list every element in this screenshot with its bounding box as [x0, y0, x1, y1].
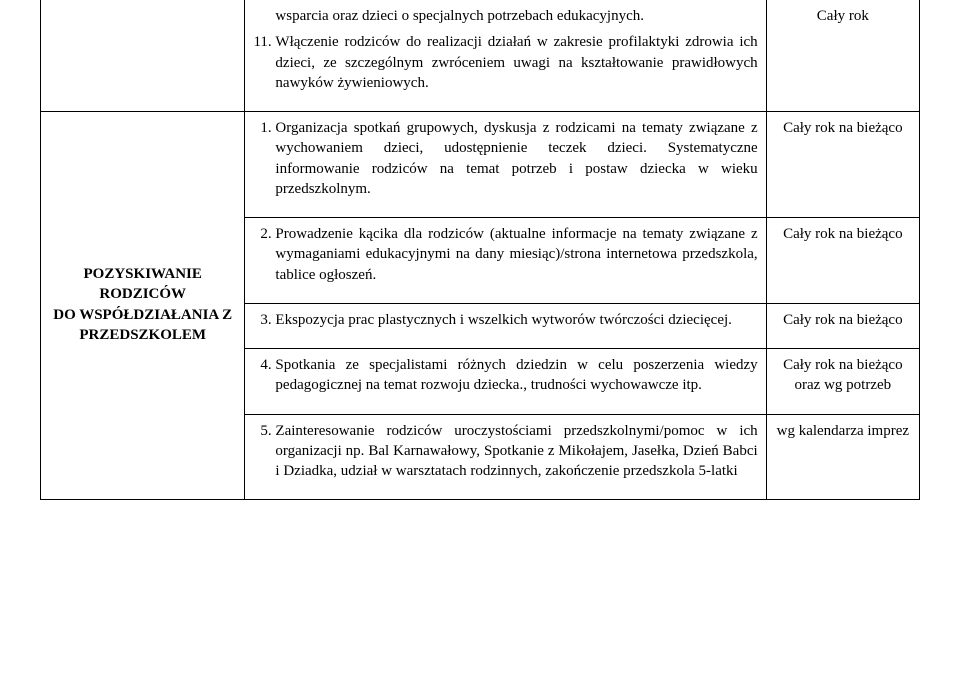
content-list: Zainteresowanie rodziców uroczystościami…: [253, 421, 757, 482]
content-cell: Prowadzenie kącika dla rodziców (aktualn…: [245, 218, 766, 304]
list-item-4: Spotkania ze specjalistami różnych dzied…: [275, 355, 757, 396]
timing-cell: Cały rok: [766, 0, 919, 112]
list-item-3: Ekspozycja prac plastycznych i wszelkich…: [275, 310, 757, 330]
timing-cell: Cały rok na bieżąco: [766, 218, 919, 304]
section-title-cell: POZYSKIWANIE RODZICÓW DO WSPÓŁDZIAŁANIA …: [41, 112, 245, 500]
table-row: POZYSKIWANIE RODZICÓW DO WSPÓŁDZIAŁANIA …: [41, 112, 920, 218]
content-list: Spotkania ze specjalistami różnych dzied…: [253, 355, 757, 396]
section-title-line: POZYSKIWANIE RODZICÓW: [84, 266, 202, 302]
list-item-2: Prowadzenie kącika dla rodziców (aktualn…: [275, 224, 757, 285]
timing-cell: Cały rok na bieżąco oraz wg potrzeb: [766, 349, 919, 415]
content-list: Prowadzenie kącika dla rodziców (aktualn…: [253, 224, 757, 285]
plan-table: wsparcia oraz dzieci o specjalnych potrz…: [40, 0, 920, 500]
content-cell: Spotkania ze specjalistami różnych dzied…: [245, 349, 766, 415]
list-item-1: Organizacja spotkań grupowych, dyskusja …: [275, 118, 757, 199]
timing-line: Cały rok na bieżąco: [783, 357, 903, 373]
list-item-5: Zainteresowanie rodziców uroczystościami…: [275, 421, 757, 482]
content-list: Ekspozycja prac plastycznych i wszelkich…: [253, 310, 757, 330]
intro-text: wsparcia oraz dzieci o specjalnych potrz…: [275, 6, 757, 26]
section-title-line: DO WSPÓŁDZIAŁANIA Z: [53, 307, 232, 323]
content-cell: Organizacja spotkań grupowych, dyskusja …: [245, 112, 766, 218]
timing-cell: Cały rok na bieżąco: [766, 112, 919, 218]
list-item-11: Włączenie rodziców do realizacji działań…: [275, 32, 757, 93]
table-row: wsparcia oraz dzieci o specjalnych potrz…: [41, 0, 920, 112]
page: wsparcia oraz dzieci o specjalnych potrz…: [0, 0, 960, 673]
left-cell-empty: [41, 0, 245, 112]
content-cell: Zainteresowanie rodziców uroczystościami…: [245, 414, 766, 500]
timing-line: oraz wg potrzeb: [795, 377, 892, 393]
content-list: Włączenie rodziców do realizacji działań…: [253, 32, 757, 93]
timing-cell: wg kalendarza imprez: [766, 414, 919, 500]
timing-cell: Cały rok na bieżąco: [766, 303, 919, 348]
content-cell: wsparcia oraz dzieci o specjalnych potrz…: [245, 0, 766, 112]
section-title-line: PRZEDSZKOLEM: [79, 327, 206, 343]
content-cell: Ekspozycja prac plastycznych i wszelkich…: [245, 303, 766, 348]
content-list: Organizacja spotkań grupowych, dyskusja …: [253, 118, 757, 199]
